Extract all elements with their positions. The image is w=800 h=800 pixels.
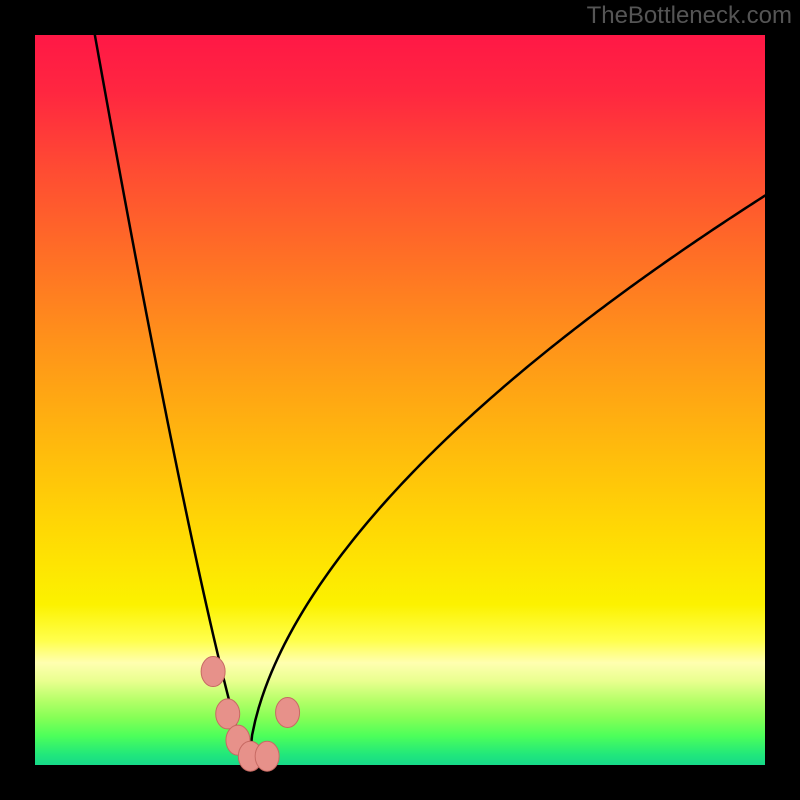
marker-point xyxy=(255,741,279,771)
plot-frame xyxy=(35,35,765,765)
watermark-text: TheBottleneck.com xyxy=(587,2,792,30)
plot-svg xyxy=(35,35,765,765)
marker-point xyxy=(276,697,300,727)
marker-point xyxy=(201,657,225,687)
gradient-background xyxy=(35,35,765,765)
chart-outer: TheBottleneck.com xyxy=(0,0,800,800)
marker-point xyxy=(216,699,240,729)
